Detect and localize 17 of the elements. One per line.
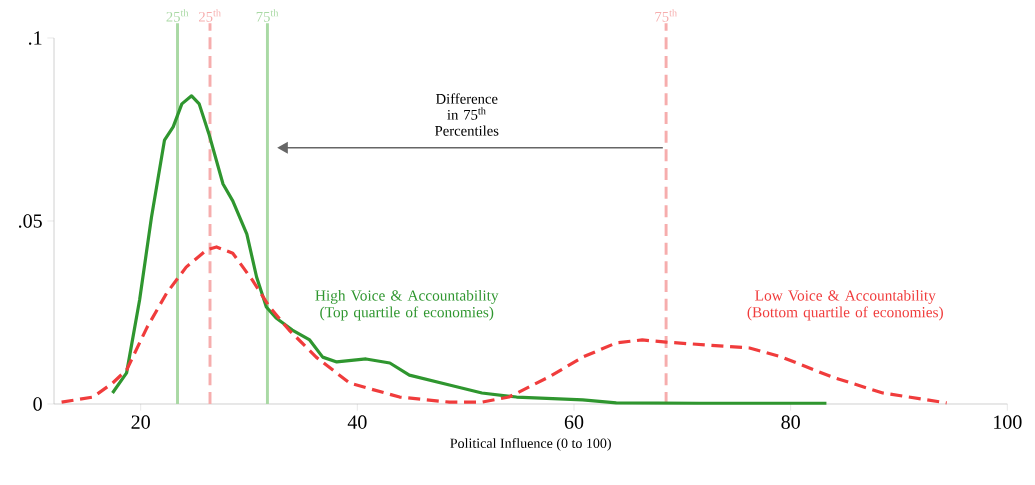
x-axis-title: Political Influence (0 to 100) bbox=[450, 438, 611, 451]
y-tick-label: .05 bbox=[18, 214, 42, 228]
x-tick-label: 60 bbox=[564, 415, 584, 429]
series-label: Low Voice & Accountability (Bottom quartile of economies) bbox=[747, 289, 943, 321]
line-series bbox=[60, 245, 949, 405]
annotation: Difference in 75$^{th}$ Percentiles bbox=[435, 93, 499, 136]
x-tick-label: 40 bbox=[347, 415, 367, 429]
y-tick-label: 0 bbox=[33, 397, 42, 411]
x-tick-label: 100 bbox=[994, 415, 1022, 429]
y-tick-label: .1 bbox=[28, 31, 42, 45]
ref-line-label: 75$^{th}$ bbox=[655, 9, 677, 22]
x-tick-label: 80 bbox=[781, 415, 800, 429]
ref-line-label: 25$^{th}$ bbox=[166, 9, 189, 22]
series-label: High Voice & Accountability (Top quartile of economies) bbox=[315, 289, 499, 321]
ref-line-label: 75$^{th}$ bbox=[256, 9, 279, 22]
ref-line-label: 25$^{th}$ bbox=[199, 9, 221, 22]
x-tick-label: 20 bbox=[131, 415, 150, 429]
